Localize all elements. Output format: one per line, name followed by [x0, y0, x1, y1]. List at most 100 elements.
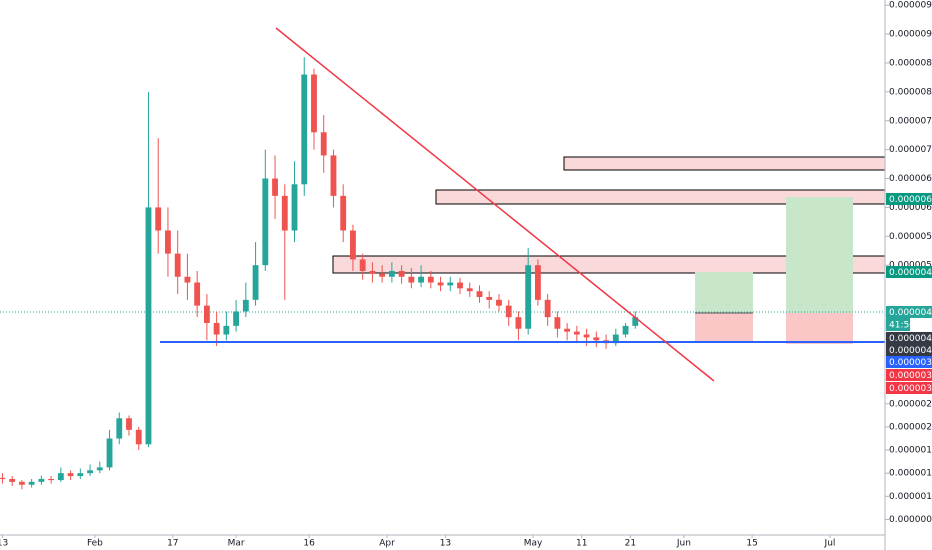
x-tick-label: Feb [87, 539, 103, 549]
price-tag: 0.00000410 [889, 334, 932, 344]
candle-body [359, 259, 366, 271]
candle-body [194, 282, 201, 306]
candle-body [340, 195, 347, 231]
y-tick-label: 0.00000850 [889, 58, 932, 68]
price-tag: 0.00000606 [889, 195, 932, 205]
candle-body [496, 299, 502, 306]
candle-body [106, 438, 113, 468]
candle-body [612, 334, 619, 344]
stop-zone [695, 313, 753, 341]
x-tick-label: 21 [625, 539, 636, 549]
x-tick-label: Apr [379, 539, 395, 549]
candle-body [457, 282, 463, 289]
price-tags: 0.00000606 0.00000478 0.00000410 41:50 0… [886, 193, 932, 394]
candle-body [466, 288, 473, 292]
y-tick-label: 0.00000650 [889, 174, 932, 184]
candle-body [486, 296, 493, 300]
candle-body [67, 473, 74, 477]
candle-body [155, 207, 162, 231]
x-tick-label: May [524, 539, 543, 549]
candle-body [350, 230, 356, 260]
candle-body [96, 467, 103, 471]
candle-body [165, 230, 171, 254]
target-zone [786, 197, 853, 313]
candle-body [38, 478, 45, 482]
y-tick-label: 0.00000500 [889, 261, 932, 271]
candle-body [281, 195, 288, 231]
candle-body [447, 282, 454, 286]
candle-body [330, 155, 337, 196]
candle-body [379, 273, 386, 277]
x-tick-label: 15 [746, 539, 757, 549]
drawings [0, 156, 886, 344]
candle-body [388, 270, 395, 277]
candle-body [301, 74, 308, 185]
candle-body [554, 317, 561, 329]
stop-zone [786, 313, 853, 344]
tag-bg [886, 369, 932, 381]
tag-bg [886, 356, 932, 368]
candle-body [505, 305, 512, 318]
candles [0, 57, 639, 490]
candle-body [203, 305, 210, 323]
candle-body [437, 282, 444, 286]
candle-body [233, 311, 240, 326]
candle-body [57, 473, 64, 481]
x-tick-label: 11 [576, 539, 587, 549]
overlay [160, 27, 885, 382]
candle-body [583, 334, 590, 338]
candle-body [184, 276, 191, 283]
candle-body [18, 481, 25, 485]
candle-body [252, 265, 259, 300]
y-tick-label: 0.00000600 [889, 203, 932, 213]
candle-body [515, 317, 522, 329]
candle-body [622, 325, 629, 335]
candle-body [262, 178, 269, 266]
price-tag: 0.00000410 [889, 308, 932, 318]
candle-body [77, 473, 84, 477]
candle-body [427, 276, 434, 283]
candle-body [242, 299, 249, 312]
candle-body [135, 429, 142, 445]
x-tick-label: Jul [824, 539, 836, 549]
x-tick-label: 13 [440, 539, 451, 549]
candle-body [320, 132, 327, 156]
candle-body [223, 325, 230, 335]
y-tick-label: 0.00000900 [889, 30, 932, 40]
trend-line [275, 27, 715, 382]
x-tick-label: Jun [676, 539, 691, 549]
tag-bg [886, 266, 932, 278]
x-tick-label: 13 [0, 539, 8, 549]
candle-body [544, 299, 551, 318]
price-tag: 0.00000355 [889, 384, 932, 394]
candle-body [525, 265, 532, 329]
candle-body [476, 291, 483, 297]
y-tick-label: 0.00000950 [889, 1, 932, 11]
candle-body [28, 481, 35, 485]
zone [563, 156, 886, 171]
y-tick-label: 0.00000800 [889, 87, 932, 97]
candle-body [272, 178, 278, 196]
candle-body [369, 270, 376, 274]
candle-body [0, 477, 6, 479]
tag-bg [886, 344, 932, 356]
candle-body [126, 418, 132, 430]
tag-bg [886, 382, 932, 394]
candle-body [632, 317, 639, 326]
y-tick-label: 0.00000550 [889, 232, 932, 242]
x-tick-label: 16 [303, 539, 315, 549]
y-tick-label: 0.00000220 [889, 422, 932, 432]
price-tag: 0.00000409 [889, 346, 932, 356]
candle-body [213, 322, 220, 335]
target-zone [695, 272, 753, 313]
candle-body [145, 207, 152, 445]
candle-body [116, 418, 123, 439]
y-tick-label: 0.00000100 [889, 492, 932, 502]
candle-body [573, 331, 580, 335]
y-tick-label: 0.00000750 [889, 116, 932, 126]
candle-body [9, 478, 16, 482]
candle-body [398, 270, 405, 277]
price-tag: 0.00000478 [889, 268, 932, 278]
